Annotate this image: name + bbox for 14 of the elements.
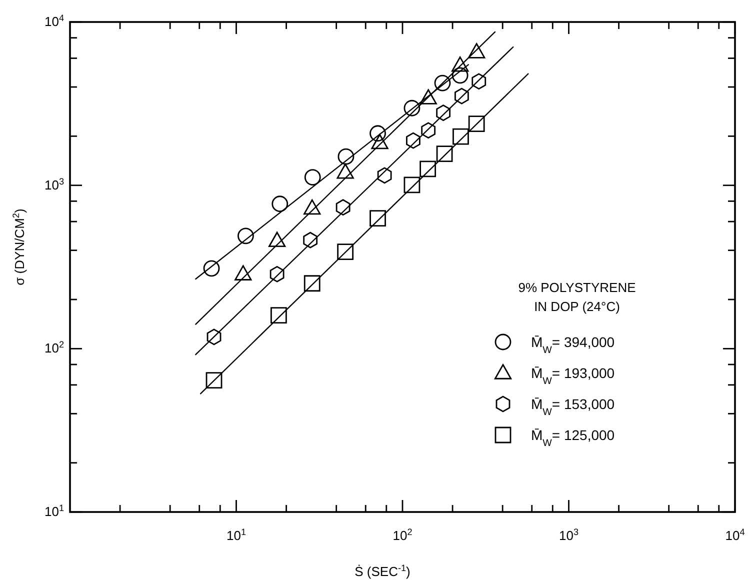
x-axis-title: Ṡ (SEC$^{-1}$) [354, 563, 410, 579]
y-tick-label: 10$^{1}$ [44, 503, 64, 519]
y-tick-label: 10$^{2}$ [44, 340, 64, 356]
legend-label: M̄$_{W}$= 153,000 [531, 396, 615, 418]
x-tick-label: 10$^{2}$ [392, 527, 412, 543]
y-tick-label: 10$^{3}$ [44, 176, 64, 192]
legend-label: M̄$_{W}$= 125,000 [531, 427, 615, 448]
legend-label: M̄$_{W}$= 394,000 [531, 334, 615, 356]
y-tick-label: 10$^{4}$ [44, 13, 64, 29]
legend-title: 9% POLYSTYRENE IN DOP (24°C) [518, 280, 636, 314]
x-tick-label: 10$^{4}$ [725, 527, 745, 543]
x-tick-label: 10$^{3}$ [558, 527, 579, 543]
legend-label: M̄$_{W}$= 193,000 [531, 365, 615, 386]
x-tick-label: 10$^{1}$ [226, 527, 246, 543]
